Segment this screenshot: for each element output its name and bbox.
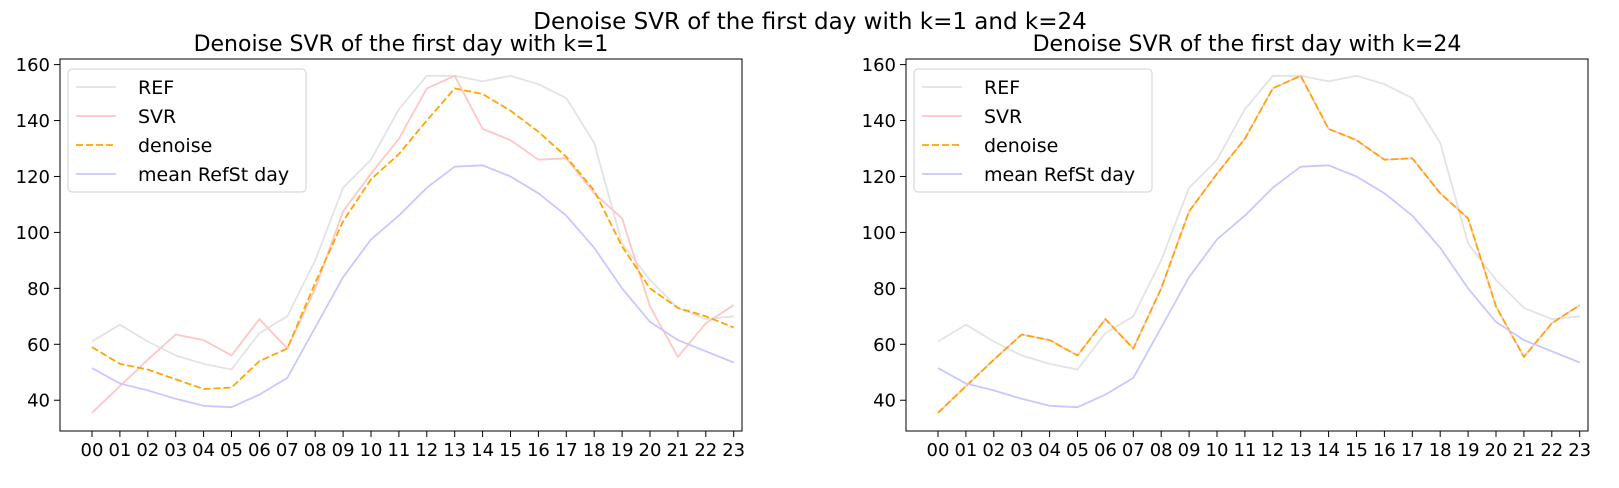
- y-tick-label: 160: [862, 55, 896, 76]
- x-tick-label: 03: [1010, 440, 1033, 461]
- legend-label: mean RefSt day: [984, 164, 1135, 186]
- x-tick-label: 08: [304, 440, 327, 461]
- x-tick-label: 18: [1429, 440, 1452, 461]
- legend-label: REF: [138, 77, 174, 99]
- x-tick-label: 12: [1261, 440, 1284, 461]
- x-tick-label: 23: [1568, 440, 1591, 461]
- x-tick-label: 03: [164, 440, 187, 461]
- y-tick-label: 120: [16, 167, 50, 188]
- y-tick-label: 60: [873, 335, 896, 356]
- x-tick-label: 04: [192, 440, 215, 461]
- series-line-denoise: [91, 87, 735, 390]
- x-tick-label: 10: [1206, 440, 1229, 461]
- x-tick-label: 19: [611, 440, 634, 461]
- x-tick-label: 20: [1485, 440, 1508, 461]
- y-tick-label: 120: [862, 167, 896, 188]
- x-tick-label: 21: [1512, 440, 1535, 461]
- figure-suptitle: Denoise SVR of the first day with k=1 an…: [533, 9, 1086, 35]
- legend-label: denoise: [138, 135, 212, 157]
- legend-box: [913, 68, 1153, 193]
- x-tick-label: 14: [1317, 440, 1340, 461]
- x-tick-label: 12: [415, 440, 438, 461]
- x-tick-label: 01: [108, 440, 131, 461]
- y-tick-label: 80: [873, 279, 896, 300]
- series-line-mean-refst-day: [91, 164, 735, 409]
- x-tick-label: 22: [1540, 440, 1563, 461]
- x-tick-label: 19: [1457, 440, 1480, 461]
- y-tick-label: 100: [862, 223, 896, 244]
- legend-label: denoise: [984, 135, 1058, 157]
- legend-label: REF: [984, 77, 1020, 99]
- axes-frame: [59, 58, 743, 432]
- x-tick-label: 09: [1178, 440, 1201, 461]
- y-tick-label: 40: [873, 391, 896, 412]
- x-tick-label: 16: [1373, 440, 1396, 461]
- x-tick-label: 10: [360, 440, 383, 461]
- panel-title: Denoise SVR of the first day with k=24: [1033, 32, 1462, 57]
- y-tick-label: 60: [27, 335, 50, 356]
- y-tick-label: 40: [27, 391, 50, 412]
- legend-label: SVR: [138, 106, 176, 128]
- y-tick-label: 140: [862, 111, 896, 132]
- x-tick-label: 14: [471, 440, 494, 461]
- x-tick-label: 08: [1150, 440, 1173, 461]
- x-tick-label: 16: [527, 440, 550, 461]
- x-tick-label: 17: [1401, 440, 1424, 461]
- panel-title: Denoise SVR of the first day with k=1: [194, 32, 609, 57]
- x-tick-label: 20: [639, 440, 662, 461]
- x-tick-label: 07: [1122, 440, 1145, 461]
- x-tick-label: 02: [136, 440, 159, 461]
- x-tick-label: 06: [1094, 440, 1117, 461]
- x-tick-label: 22: [694, 440, 717, 461]
- legend-label: SVR: [984, 106, 1022, 128]
- series-line-ref: [937, 74, 1580, 371]
- panel-k1: Denoise SVR of the first day with k=1 40 6…: [16, 32, 746, 461]
- x-tick-label: 11: [1233, 440, 1256, 461]
- x-tick-label: 00: [927, 440, 950, 461]
- legend-box: [67, 68, 307, 193]
- series-line-svr: [937, 74, 1581, 414]
- x-tick-label: 11: [387, 440, 410, 461]
- x-tick-label: 15: [1345, 440, 1368, 461]
- x-tick-label: 21: [666, 440, 689, 461]
- panel-k24: Denoise SVR of the first day with k=24 40…: [862, 32, 1592, 461]
- y-tick-label: 80: [27, 279, 50, 300]
- series-line-mean-refst-day: [937, 164, 1581, 409]
- x-tick-label: 23: [722, 440, 745, 461]
- x-tick-label: 17: [555, 440, 578, 461]
- x-tick-label: 15: [499, 440, 522, 461]
- x-tick-label: 13: [1289, 440, 1312, 461]
- legend-label: mean RefSt day: [138, 164, 289, 186]
- series-line-ref: [91, 74, 734, 371]
- x-tick-label: 01: [954, 440, 977, 461]
- x-tick-label: 05: [1066, 440, 1089, 461]
- axes-frame: [905, 58, 1589, 432]
- x-tick-label: 09: [332, 440, 355, 461]
- legend: REF SVR denoise mean RefSt day: [67, 68, 307, 193]
- legend: REF SVR denoise mean RefSt day: [913, 68, 1153, 193]
- x-tick-label: 00: [81, 440, 104, 461]
- y-tick-label: 100: [16, 223, 50, 244]
- x-tick-label: 02: [982, 440, 1005, 461]
- x-tick-label: 05: [220, 440, 243, 461]
- y-tick-label: 160: [16, 55, 50, 76]
- x-tick-label: 04: [1038, 440, 1061, 461]
- x-tick-label: 18: [583, 440, 606, 461]
- x-tick-label: 07: [276, 440, 299, 461]
- x-tick-label: 06: [248, 440, 271, 461]
- y-tick-label: 140: [16, 111, 50, 132]
- x-tick-label: 13: [443, 440, 466, 461]
- series-line-svr: [91, 74, 735, 414]
